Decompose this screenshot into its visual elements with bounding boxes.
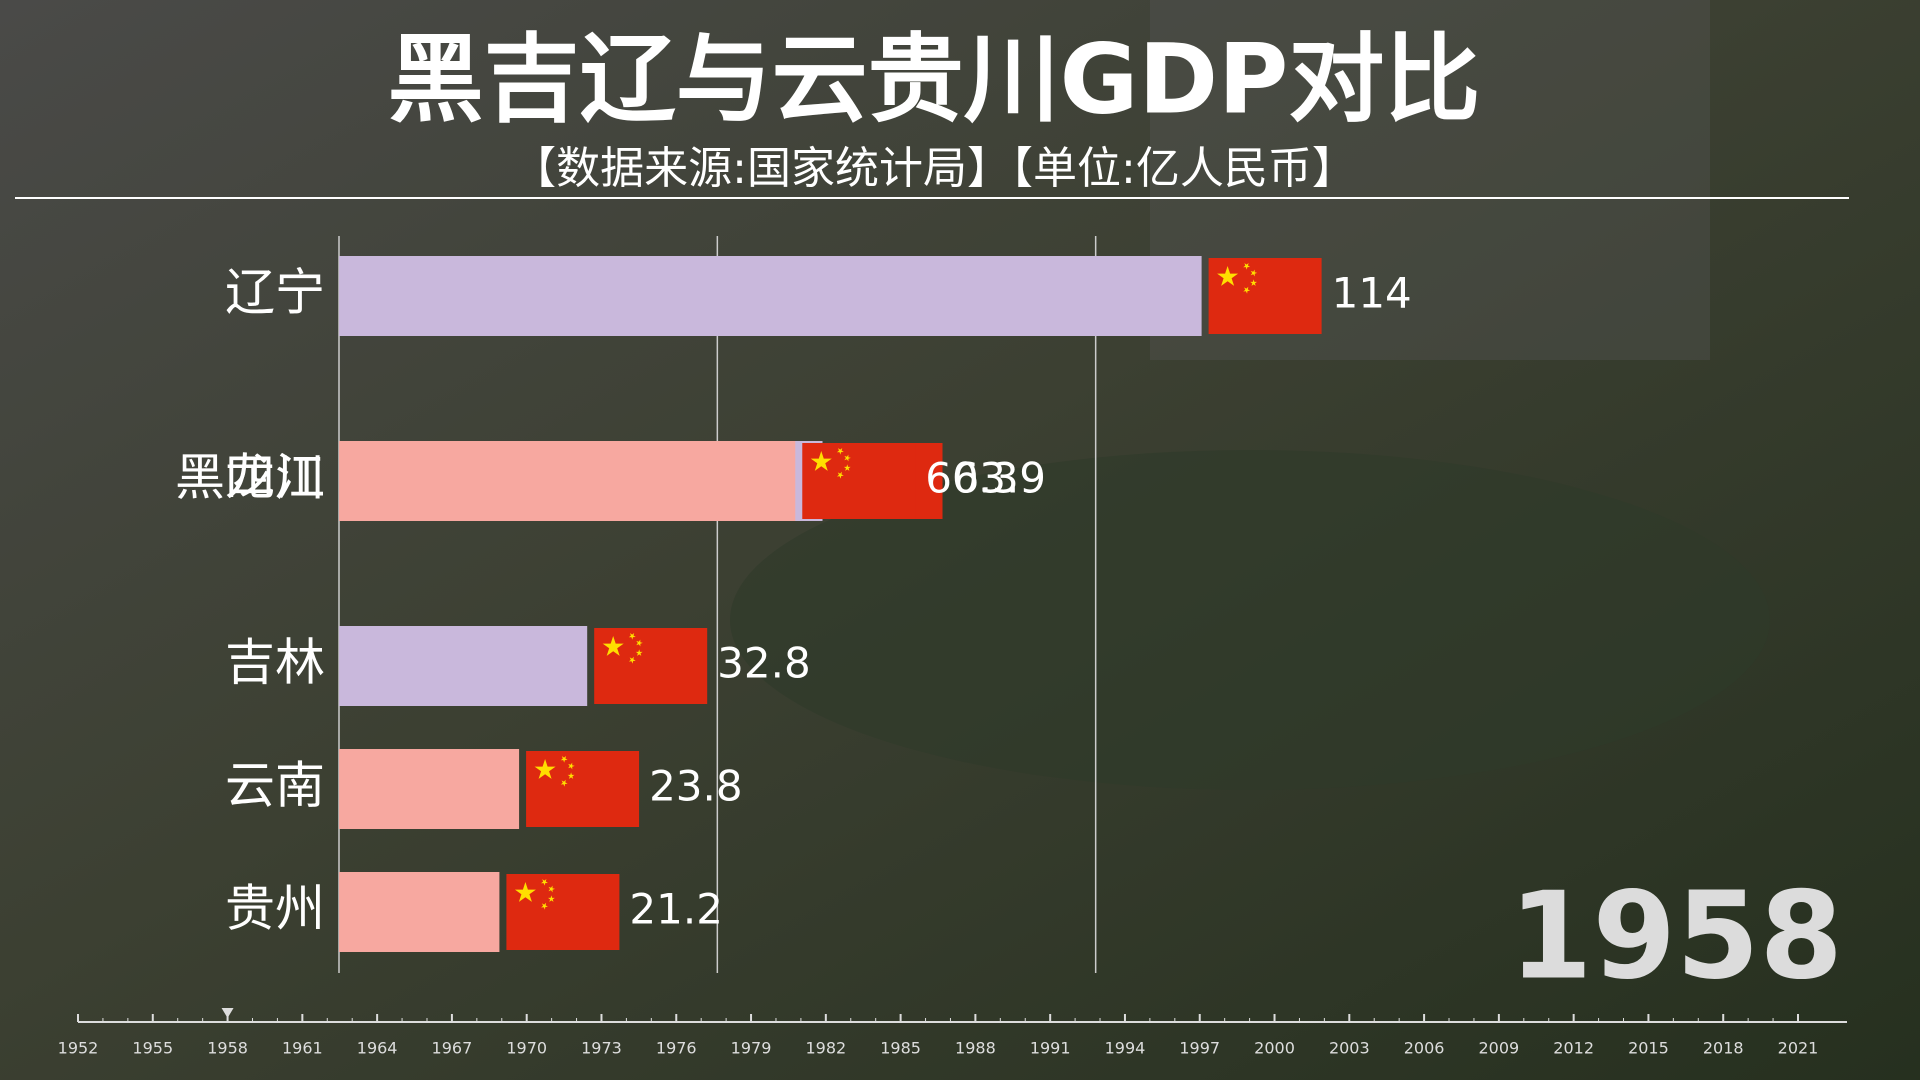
flag-star [548,885,556,893]
background-park [730,450,1770,790]
flag-star [1243,286,1251,294]
flag-field [802,443,916,519]
timeline-label: 2015 [1628,1039,1669,1058]
flag-star [844,454,851,462]
value-label: 114 [1332,269,1412,318]
flag-star [1250,269,1258,277]
category-label: 四川 [225,449,325,507]
category-label: 吉林 [225,634,325,692]
timeline-label: 2018 [1703,1039,1744,1058]
value-label: 23.8 [649,762,743,811]
timeline-label: 1988 [955,1039,996,1058]
flag-field [1208,258,1322,334]
timeline-label: 1952 [58,1039,99,1058]
category-label: 辽宁 [225,264,325,322]
timeline-label: 1967 [432,1039,473,1058]
flag-star [514,882,536,902]
flag-star [836,471,844,479]
flag-star [541,902,548,910]
timeline-label: 1955 [132,1039,173,1058]
timeline-label: 2021 [1778,1039,1819,1058]
bar [339,749,520,829]
flag-star [602,636,624,656]
category-label: 云南 [225,757,325,815]
year-label: 1958 [1509,868,1843,1007]
timeline-label: 1976 [656,1039,697,1058]
timeline-label: 2006 [1404,1039,1445,1058]
timeline-label: 1961 [282,1039,323,1058]
flag-field [526,751,640,827]
value-label: 32.8 [717,639,811,688]
timeline-label: 1979 [731,1039,772,1058]
bar [339,256,1202,336]
timeline-label: 2012 [1553,1039,1594,1058]
chart-subtitle: 【数据来源:国家统计局】【单位:亿人民币】 [512,143,1356,194]
timeline-label: 1985 [880,1039,921,1058]
timeline-marker [221,1008,234,1018]
timeline-label: 2003 [1329,1039,1370,1058]
flag-field [506,874,620,950]
timeline-label: 1970 [506,1039,547,1058]
flag-star [541,879,548,886]
flag-field [594,628,708,704]
bar [339,872,500,952]
flag-star [843,464,851,471]
flag-star [534,759,556,779]
timeline-label: 1997 [1179,1039,1220,1058]
flag [802,443,916,519]
category-label: 黑龙江 [175,449,325,507]
timeline-label: 1958 [207,1039,248,1058]
flag-star [636,639,643,647]
flag-star [810,451,832,471]
flag-star [1243,263,1251,270]
flag-star [836,448,844,455]
chart-title: 黑吉辽与云贵川GDP对比 [388,23,1481,135]
flag-star [635,649,643,656]
bar [339,441,796,521]
flag-star [568,762,575,770]
flag [1208,258,1322,334]
bar [339,626,588,706]
category-label: 贵州 [225,880,325,938]
flag-star [1217,266,1239,286]
value-label: 21.2 [629,885,723,934]
flag-star [567,772,575,779]
flag-star [560,756,568,763]
flag [594,628,708,704]
timeline-label: 1991 [1030,1039,1071,1058]
timeline-label: 1994 [1105,1039,1146,1058]
timeline-label: 1964 [357,1039,398,1058]
flag [506,874,620,950]
timeline-label: 2000 [1254,1039,1295,1058]
flag-star [548,895,555,902]
flag [526,751,640,827]
timeline-label: 1982 [805,1039,846,1058]
timeline-label: 1973 [581,1039,622,1058]
timeline-label: 2009 [1479,1039,1520,1058]
flag-star [628,633,636,640]
flag-star [1250,279,1257,286]
value-label: 60.3 [925,454,1019,503]
value-label: 63.9 [953,454,1047,503]
flag-star [560,779,568,787]
flag-star [628,656,636,664]
